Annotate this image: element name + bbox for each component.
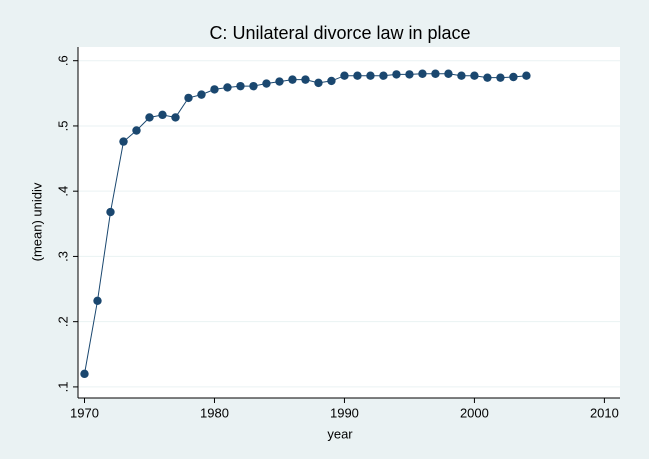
point: [366, 71, 375, 80]
point: [431, 69, 440, 78]
x-tick-label: 2000: [460, 405, 489, 420]
point: [340, 71, 349, 80]
plot-area: [78, 47, 620, 398]
x-axis-label: year: [327, 426, 353, 441]
point: [379, 71, 388, 80]
point: [483, 73, 492, 82]
point: [301, 75, 310, 84]
point: [210, 85, 219, 94]
point: [132, 126, 141, 135]
y-tick-label: .5: [55, 121, 70, 132]
point: [327, 76, 336, 86]
y-tick-label: .2: [55, 316, 70, 327]
point: [236, 81, 245, 91]
y-axis-label: (mean) unidiv: [29, 182, 44, 261]
point: [93, 296, 102, 305]
point: [522, 71, 531, 80]
point: [275, 77, 284, 86]
point: [197, 90, 206, 99]
y-tick-label: .3: [55, 251, 70, 262]
x-tick-label: 2010: [590, 405, 619, 420]
point: [457, 71, 466, 80]
point: [288, 75, 297, 84]
point: [509, 72, 518, 82]
y-tick-label: .1: [55, 381, 70, 392]
point: [444, 69, 453, 78]
point: [249, 81, 258, 91]
x-tick-label: 1990: [330, 405, 359, 420]
point: [184, 93, 193, 103]
point: [314, 78, 323, 88]
point: [158, 110, 167, 120]
y-tick-label: .4: [55, 186, 70, 197]
point: [392, 70, 401, 79]
chart-title: C: Unilateral divorce law in place: [209, 23, 470, 43]
point: [106, 207, 115, 217]
point: [418, 69, 427, 78]
y-tick-label: .6: [55, 55, 70, 66]
point: [223, 83, 232, 92]
point: [353, 71, 362, 80]
point: [405, 70, 414, 79]
x-tick-label: 1980: [200, 405, 229, 420]
point: [171, 113, 180, 122]
point: [80, 369, 89, 379]
point: [145, 113, 154, 122]
point: [496, 73, 505, 82]
point: [470, 71, 479, 80]
point: [262, 79, 271, 88]
point: [119, 137, 128, 146]
x-tick-label: 1970: [70, 405, 99, 420]
